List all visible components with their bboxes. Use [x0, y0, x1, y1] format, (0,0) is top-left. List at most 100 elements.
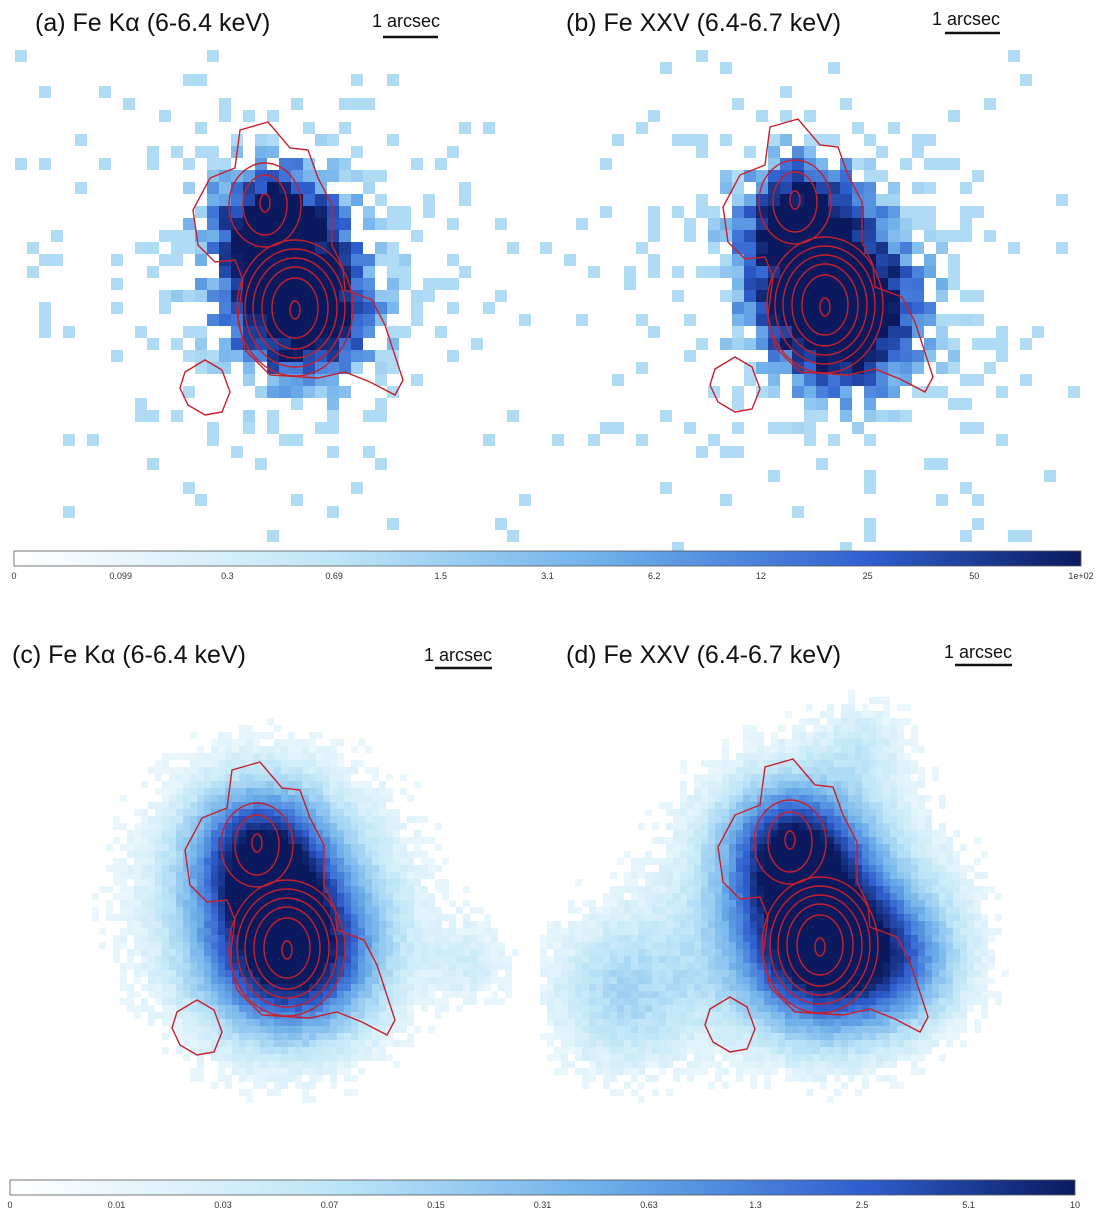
image-pixel	[337, 949, 344, 956]
image-pixel	[435, 907, 442, 914]
image-pixel	[309, 732, 316, 739]
image-pixel	[799, 774, 806, 781]
image-pixel	[911, 984, 918, 991]
image-pixel	[890, 977, 897, 984]
image-pixel	[288, 732, 295, 739]
image-pixel	[279, 278, 291, 290]
image-pixel	[757, 900, 764, 907]
image-pixel	[813, 753, 820, 760]
image-pixel	[816, 134, 828, 146]
image-pixel	[498, 977, 505, 984]
image-pixel	[400, 1005, 407, 1012]
image-pixel	[147, 338, 159, 350]
image-pixel	[645, 1005, 652, 1012]
image-pixel	[652, 893, 659, 900]
image-pixel	[750, 753, 757, 760]
image-pixel	[442, 949, 449, 956]
image-pixel	[379, 872, 386, 879]
image-pixel	[729, 921, 736, 928]
image-pixel	[281, 872, 288, 879]
image-pixel	[435, 278, 447, 290]
image-pixel	[841, 851, 848, 858]
image-pixel	[722, 963, 729, 970]
image-pixel	[127, 928, 134, 935]
image-pixel	[176, 767, 183, 774]
image-pixel	[911, 760, 918, 767]
image-pixel	[363, 266, 375, 278]
image-pixel	[729, 760, 736, 767]
image-pixel	[547, 1012, 554, 1019]
image-pixel	[344, 970, 351, 977]
image-pixel	[792, 278, 804, 290]
image-pixel	[624, 907, 631, 914]
image-pixel	[337, 753, 344, 760]
image-pixel	[400, 1026, 407, 1033]
image-pixel	[243, 170, 255, 182]
image-pixel	[778, 823, 785, 830]
image-pixel	[974, 977, 981, 984]
image-pixel	[694, 893, 701, 900]
image-pixel	[732, 326, 744, 338]
image-pixel	[799, 893, 806, 900]
image-pixel	[421, 949, 428, 956]
image-pixel	[869, 921, 876, 928]
image-pixel	[330, 942, 337, 949]
image-pixel	[218, 1075, 225, 1082]
image-pixel	[827, 970, 834, 977]
image-pixel	[253, 949, 260, 956]
image-pixel	[231, 446, 243, 458]
image-pixel	[309, 956, 316, 963]
image-pixel	[197, 1068, 204, 1075]
image-pixel	[218, 977, 225, 984]
image-pixel	[365, 928, 372, 935]
image-pixel	[372, 1005, 379, 1012]
image-pixel	[552, 434, 564, 446]
image-pixel	[302, 935, 309, 942]
image-pixel	[267, 956, 274, 963]
image-pixel	[912, 350, 924, 362]
image-pixel	[862, 1005, 869, 1012]
image-pixel	[428, 963, 435, 970]
image-pixel	[876, 823, 883, 830]
image-pixel	[862, 830, 869, 837]
image-pixel	[365, 823, 372, 830]
image-pixel	[645, 942, 652, 949]
image-pixel	[148, 921, 155, 928]
image-pixel	[946, 900, 953, 907]
image-pixel	[190, 991, 197, 998]
image-pixel	[652, 1005, 659, 1012]
image-pixel	[169, 893, 176, 900]
image-pixel	[232, 963, 239, 970]
image-pixel	[841, 816, 848, 823]
image-pixel	[694, 942, 701, 949]
image-pixel	[386, 1012, 393, 1019]
image-pixel	[864, 530, 876, 542]
image-pixel	[596, 921, 603, 928]
image-pixel	[351, 830, 358, 837]
image-pixel	[750, 746, 757, 753]
image-pixel	[267, 254, 279, 266]
image-pixel	[435, 326, 447, 338]
image-pixel	[960, 970, 967, 977]
image-pixel	[351, 844, 358, 851]
image-pixel	[932, 970, 939, 977]
image-pixel	[848, 788, 855, 795]
image-pixel	[365, 837, 372, 844]
image-pixel	[190, 823, 197, 830]
image-pixel	[183, 182, 195, 194]
image-pixel	[351, 170, 363, 182]
image-pixel	[135, 326, 147, 338]
image-pixel	[379, 921, 386, 928]
image-pixel	[302, 1005, 309, 1012]
image-pixel	[792, 326, 804, 338]
image-pixel	[316, 1047, 323, 1054]
image-pixel	[757, 788, 764, 795]
image-pixel	[841, 704, 848, 711]
image-pixel	[279, 434, 291, 446]
image-pixel	[207, 146, 219, 158]
image-pixel	[687, 921, 694, 928]
image-pixel	[890, 753, 897, 760]
image-pixel	[768, 302, 780, 314]
image-pixel	[309, 942, 316, 949]
image-pixel	[111, 278, 123, 290]
